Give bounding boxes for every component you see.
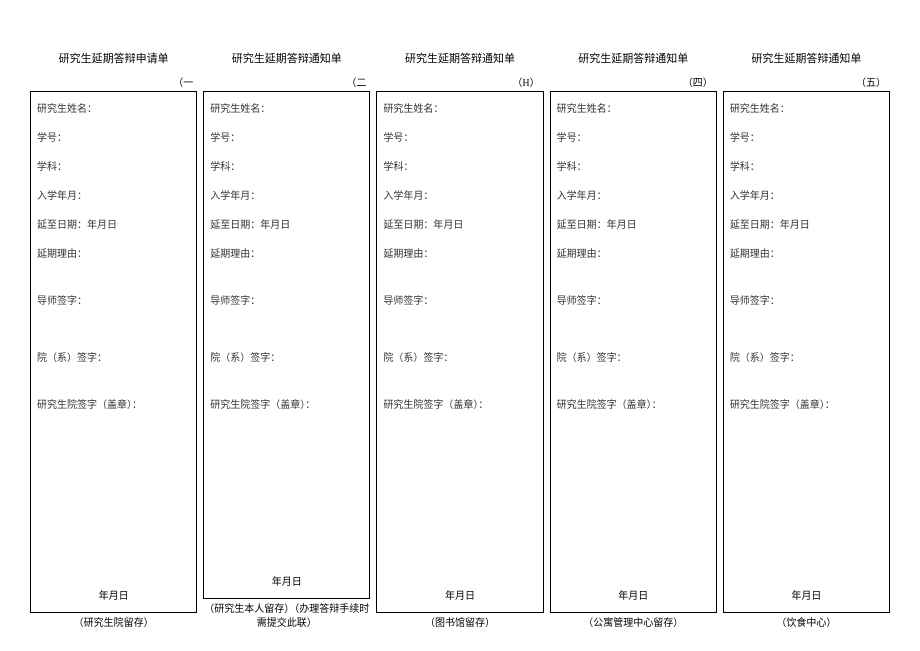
field-student-id: 学号： <box>730 129 883 144</box>
field-dept-sign: 院（系）签字： <box>557 349 710 364</box>
form-column-2: 研究生延期答辩通知单 （二 研究生姓名： 学号： 学科： 入学年月： 延至日期：… <box>203 50 370 631</box>
form-number: （H） <box>376 74 543 89</box>
form-column-4: 研究生延期答辩通知单 （四） 研究生姓名： 学号： 学科： 入学年月： 延至日期… <box>550 50 717 631</box>
field-grad-school-sign: 研究生院签字（盖章）： <box>37 396 190 411</box>
form-title: 研究生延期答辩通知单 <box>376 50 543 66</box>
form-number: （一 <box>30 74 197 89</box>
form-number: （五） <box>723 74 890 89</box>
form-column-3: 研究生延期答辩通知单 （H） 研究生姓名： 学号： 学科： 入学年月： 延至日期… <box>376 50 543 631</box>
field-grad-school-sign: 研究生院签字（盖章）： <box>383 396 536 411</box>
field-enroll-date: 入学年月： <box>210 187 363 202</box>
form-number: （四） <box>550 74 717 89</box>
field-date: 年月日 <box>37 587 190 602</box>
field-advisor-sign: 导师签字： <box>210 292 363 307</box>
field-subject: 学科： <box>557 158 710 173</box>
form-title: 研究生延期答辩申请单 <box>30 50 197 66</box>
field-dept-sign: 院（系）签字： <box>730 349 883 364</box>
field-grad-school-sign: 研究生院签字（盖章）： <box>557 396 710 411</box>
form-title: 研究生延期答辩通知单 <box>203 50 370 66</box>
form-title: 研究生延期答辩通知单 <box>550 50 717 66</box>
field-enroll-date: 入学年月： <box>37 187 190 202</box>
form-box: 研究生姓名： 学号： 学科： 入学年月： 延至日期：年月日 延期理由： 导师签字… <box>723 91 890 613</box>
field-subject: 学科： <box>730 158 883 173</box>
form-title: 研究生延期答辩通知单 <box>723 50 890 66</box>
field-student-id: 学号： <box>37 129 190 144</box>
field-advisor-sign: 导师签字： <box>37 292 190 307</box>
field-student-id: 学号： <box>383 129 536 144</box>
field-dept-sign: 院（系）签字： <box>383 349 536 364</box>
field-enroll-date: 入学年月： <box>557 187 710 202</box>
field-advisor-sign: 导师签字： <box>383 292 536 307</box>
field-advisor-sign: 导师签字： <box>730 292 883 307</box>
field-date: 年月日 <box>383 587 536 602</box>
field-delay-reason: 延期理由： <box>557 245 710 260</box>
field-dept-sign: 院（系）签字： <box>210 349 363 364</box>
form-box: 研究生姓名： 学号： 学科： 入学年月： 延至日期：年月日 延期理由： 导师签字… <box>550 91 717 613</box>
field-delay-until: 延至日期：年月日 <box>383 216 536 231</box>
field-delay-until: 延至日期：年月日 <box>37 216 190 231</box>
field-delay-reason: 延期理由： <box>730 245 883 260</box>
form-column-5: 研究生延期答辩通知单 （五） 研究生姓名： 学号： 学科： 入学年月： 延至日期… <box>723 50 890 631</box>
field-name: 研究生姓名： <box>210 100 363 115</box>
field-name: 研究生姓名： <box>730 100 883 115</box>
form-box: 研究生姓名： 学号： 学科： 入学年月： 延至日期：年月日 延期理由： 导师签字… <box>376 91 543 613</box>
footer-note: （饮食中心） <box>723 617 890 631</box>
field-date: 年月日 <box>210 573 363 588</box>
field-subject: 学科： <box>37 158 190 173</box>
field-subject: 学科： <box>210 158 363 173</box>
field-delay-until: 延至日期：年月日 <box>210 216 363 231</box>
field-date: 年月日 <box>730 587 883 602</box>
field-name: 研究生姓名： <box>383 100 536 115</box>
field-grad-school-sign: 研究生院签字（盖章）： <box>210 396 363 411</box>
field-student-id: 学号： <box>210 129 363 144</box>
form-box: 研究生姓名： 学号： 学科： 入学年月： 延至日期：年月日 延期理由： 导师签字… <box>30 91 197 613</box>
field-delay-reason: 延期理由： <box>383 245 536 260</box>
form-column-1: 研究生延期答辩申请单 （一 研究生姓名： 学号： 学科： 入学年月： 延至日期：… <box>30 50 197 631</box>
footer-note: （研究生本人留存）（办理答辩手续时需提交此联） <box>203 603 370 631</box>
footer-note: （图书馆留存） <box>376 617 543 631</box>
field-name: 研究生姓名： <box>557 100 710 115</box>
footer-note: （公寓管理中心留存） <box>550 617 717 631</box>
field-grad-school-sign: 研究生院签字（盖章）： <box>730 396 883 411</box>
field-delay-until: 延至日期：年月日 <box>730 216 883 231</box>
field-enroll-date: 入学年月： <box>383 187 536 202</box>
field-delay-reason: 延期理由： <box>37 245 190 260</box>
field-date: 年月日 <box>557 587 710 602</box>
field-student-id: 学号： <box>557 129 710 144</box>
form-box: 研究生姓名： 学号： 学科： 入学年月： 延至日期：年月日 延期理由： 导师签字… <box>203 91 370 599</box>
footer-note: （研究生院留存） <box>30 617 197 631</box>
field-delay-until: 延至日期：年月日 <box>557 216 710 231</box>
field-advisor-sign: 导师签字： <box>557 292 710 307</box>
field-dept-sign: 院（系）签字： <box>37 349 190 364</box>
form-number: （二 <box>203 74 370 89</box>
field-enroll-date: 入学年月： <box>730 187 883 202</box>
field-subject: 学科： <box>383 158 536 173</box>
field-name: 研究生姓名： <box>37 100 190 115</box>
field-delay-reason: 延期理由： <box>210 245 363 260</box>
